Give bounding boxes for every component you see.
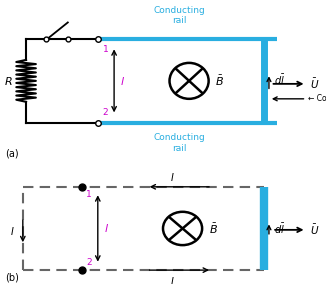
Text: $I$: $I$ bbox=[170, 275, 175, 284]
Text: (b): (b) bbox=[5, 273, 19, 283]
Text: (a): (a) bbox=[5, 149, 19, 159]
Text: $l$: $l$ bbox=[120, 75, 125, 87]
Text: 2: 2 bbox=[86, 258, 92, 267]
Text: $\bar{U}$: $\bar{U}$ bbox=[310, 77, 319, 91]
Text: $I$: $I$ bbox=[10, 225, 15, 237]
Text: rail: rail bbox=[172, 144, 186, 153]
Text: 1: 1 bbox=[103, 45, 109, 54]
Text: 1: 1 bbox=[86, 190, 92, 199]
Text: $d\bar{l}$: $d\bar{l}$ bbox=[274, 73, 286, 87]
Text: ← Conducting bar: ← Conducting bar bbox=[308, 94, 326, 103]
Text: Conducting: Conducting bbox=[154, 6, 205, 15]
Text: $l$: $l$ bbox=[104, 222, 109, 235]
Text: Conducting: Conducting bbox=[154, 133, 205, 142]
Text: $\bar{U}$: $\bar{U}$ bbox=[310, 223, 319, 237]
Text: 2: 2 bbox=[103, 108, 108, 117]
Text: $R$: $R$ bbox=[4, 75, 12, 87]
Text: $\bar{B}$: $\bar{B}$ bbox=[209, 221, 217, 235]
Text: $\bar{B}$: $\bar{B}$ bbox=[215, 74, 224, 88]
Text: $I$: $I$ bbox=[170, 171, 175, 183]
Text: $d\bar{l}$: $d\bar{l}$ bbox=[274, 222, 286, 235]
Text: rail: rail bbox=[172, 16, 186, 26]
